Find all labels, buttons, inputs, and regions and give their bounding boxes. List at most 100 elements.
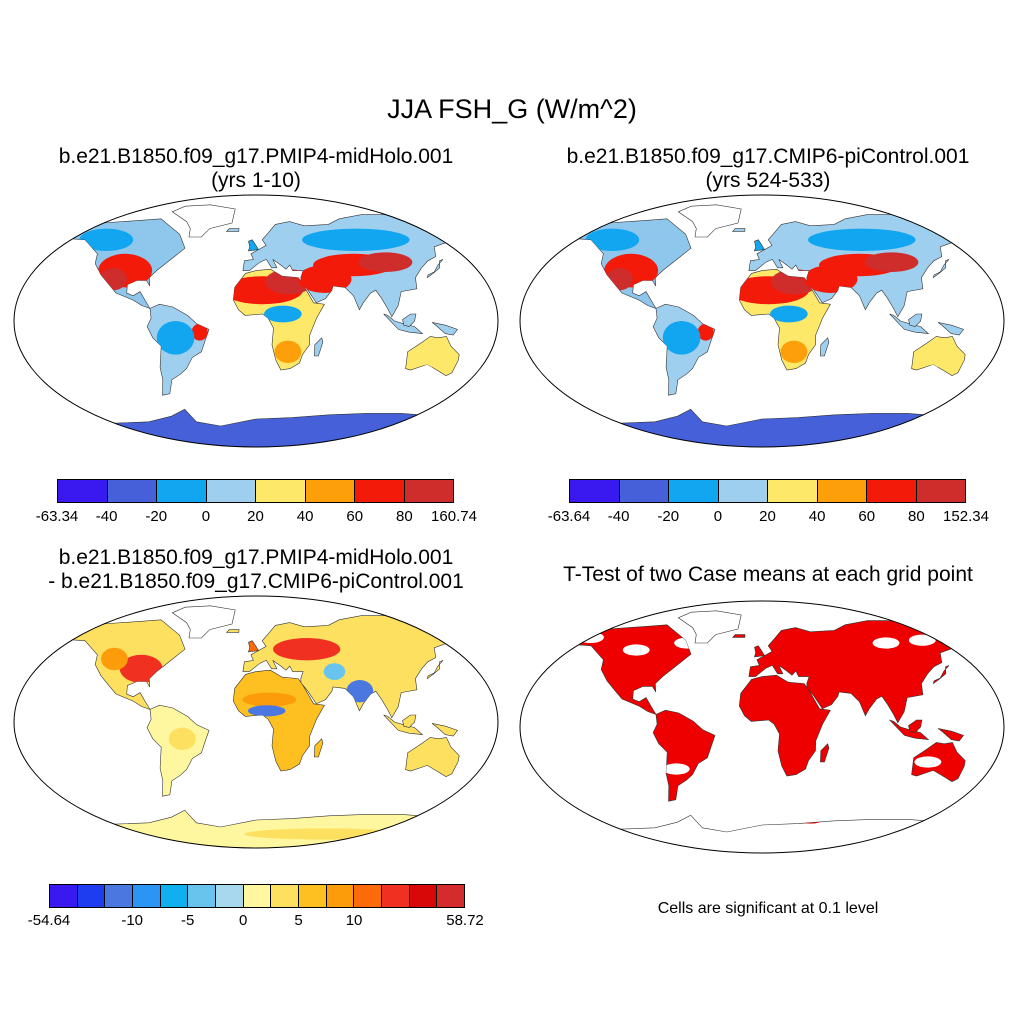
field-region [697, 323, 714, 341]
colorbar-swatch [326, 885, 355, 907]
field-region [156, 321, 195, 355]
landmass-newguinea [431, 723, 458, 737]
field-region [872, 637, 900, 649]
field-region [168, 727, 196, 750]
map-panel-midholo [13, 194, 499, 448]
colorbar-swatch [50, 885, 78, 907]
colorbar-swatch [206, 480, 256, 502]
landmass-indonesia [383, 313, 424, 334]
landmass-borneo [908, 313, 923, 327]
colorbar-tick-label: -63.64 [547, 508, 591, 525]
landmass-namerica [558, 624, 692, 715]
landmass-madagascar [820, 743, 830, 763]
landmass-japan [932, 259, 950, 279]
landmass-greenland [171, 204, 236, 238]
colorbar-tick-label: -40 [607, 508, 630, 525]
field-region [274, 340, 302, 363]
field-region [323, 663, 346, 680]
colorbar-tick-label: -20 [145, 508, 168, 525]
figure-title: JJA FSH_G (W/m^2) [387, 94, 637, 124]
panel-3-case-a: b.e21.B1850.f09_g17.PMIP4-midHolo.001 [58, 546, 454, 569]
field-region [662, 763, 690, 775]
field-region [247, 705, 286, 717]
landmass-antarctica [547, 408, 977, 447]
colorbar-swatch [570, 480, 620, 502]
colorbar-panel-2-labels: -63.64 -40 -20 0 20 40 60 80 152.34 [548, 508, 989, 528]
landmass-borneo [402, 313, 417, 327]
colorbar-tick-label: 60 [858, 508, 876, 525]
colorbar-tick-label: 10 [345, 912, 363, 929]
landmass-madagascar [314, 337, 324, 357]
field-region [346, 680, 374, 703]
colorbar-swatch [299, 885, 327, 907]
colorbar-tick-label: 80 [908, 508, 925, 525]
colorbar-swatch [188, 885, 217, 907]
landmass-japan [426, 259, 444, 279]
landmass-japan [426, 660, 444, 680]
landmass-japan [932, 665, 950, 685]
field-region [922, 344, 960, 368]
landmass-africa [738, 674, 831, 777]
field-region [191, 323, 208, 341]
field-region [622, 644, 650, 656]
map-panel-picontrol [519, 194, 1005, 448]
colorbar-tick-label: 80 [396, 508, 413, 525]
landmass-newguinea [937, 728, 964, 742]
field-region [416, 344, 454, 368]
map-panel-difference [13, 595, 499, 849]
panel-3-title: b.e21.B1850.f09_g17.PMIP4-midHolo.001 - … [0, 546, 512, 594]
colorbar-swatch [354, 885, 383, 907]
colorbar-tick-label: 0 [713, 508, 723, 525]
landmass-greenland [677, 204, 742, 238]
panel-2-years: (yrs 524-533) [705, 169, 831, 192]
colorbar-tick-label: 20 [247, 508, 264, 525]
landmass-indonesia [383, 714, 424, 735]
colorbar-panel-3 [49, 884, 465, 908]
landmass-uk [247, 239, 259, 252]
panel-4-title: T-Test of two Case means at each grid po… [563, 563, 973, 586]
field-region [770, 305, 808, 323]
field-region [358, 252, 413, 272]
colorbar-tick-label: -40 [95, 508, 118, 525]
colorbar-swatch [355, 480, 405, 502]
landmass-madagascar [820, 337, 830, 357]
landmass-uk [753, 645, 765, 658]
panel-3-case-b: - b.e21.B1850.f09_g17.CMIP6-piControl.00… [48, 570, 464, 593]
landmass-samerica [146, 704, 210, 797]
colorbar-swatch [216, 885, 244, 907]
colorbar-swatch [768, 480, 818, 502]
colorbar-swatch [382, 885, 410, 907]
significance-note: Cells are significant at 0.1 level [657, 900, 879, 917]
colorbar-swatch [817, 480, 867, 502]
map-boundary [13, 194, 499, 448]
landmass-newguinea [431, 322, 458, 336]
field-region [808, 228, 916, 251]
landmass-antarctica [41, 809, 471, 848]
colorbar-tick-label: -20 [657, 508, 680, 525]
colorbar-tick-label: 0 [201, 508, 211, 525]
map-boundary [519, 194, 1005, 448]
landmass-iceland [225, 228, 240, 232]
colorbar-tick-label: -5 [180, 912, 195, 929]
colorbar-swatch [409, 885, 438, 907]
colorbar-swatch [404, 480, 453, 502]
colorbar-swatch [107, 480, 157, 502]
panel-1-case-name: b.e21.B1850.f09_g17.PMIP4-midHolo.001 [58, 145, 454, 168]
landmass-greenland [677, 610, 742, 644]
field-region [799, 818, 822, 824]
colorbar-tick-label: 40 [808, 508, 826, 525]
landmass-newguinea [937, 322, 964, 336]
field-region [42, 828, 137, 840]
field-region [302, 228, 410, 251]
landmass-antarctica [547, 814, 977, 853]
colorbar-swatch [157, 480, 207, 502]
colorbar-swatch [77, 885, 106, 907]
map-boundary [519, 600, 1005, 854]
landmass-iceland [225, 629, 240, 633]
colorbar-swatch [243, 885, 272, 907]
field-region [908, 634, 936, 646]
landmass-iceland [731, 228, 746, 232]
colorbar-tick-label: 60 [346, 508, 364, 525]
colorbar-swatch [437, 885, 465, 907]
landmass-borneo [402, 714, 417, 728]
